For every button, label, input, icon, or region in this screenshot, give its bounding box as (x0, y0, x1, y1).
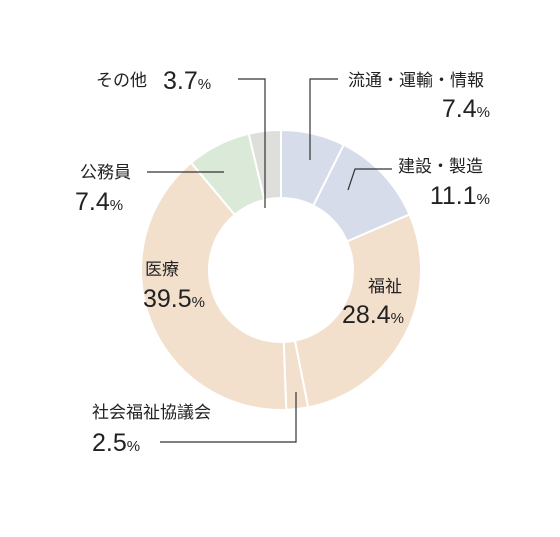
label-value-construction: 11.1% (430, 182, 490, 210)
slice-medical (140, 161, 288, 411)
leader-line-council (160, 392, 297, 443)
label-name-civil-servant: 公務員 (80, 163, 131, 183)
label-name-distribution: 流通・運輸・情報 (348, 71, 484, 91)
label-name-council: 社会福祉協議会 (92, 403, 211, 423)
label-value-other: 3.7% (163, 67, 211, 95)
label-value-civil-servant: 7.4% (75, 188, 123, 216)
label-name-welfare: 福祉 (368, 277, 402, 297)
leader-line-distribution (309, 78, 338, 160)
leader-line-other (238, 78, 266, 208)
labels-group: その他 3.7% 流通・運輸・情報 7.4% 建設・製造 11.1% 公務員 7… (75, 67, 490, 457)
label-name-construction: 建設・製造 (398, 157, 483, 177)
slice-welfare (293, 213, 422, 409)
label-value-medical: 39.5% (143, 285, 205, 313)
label-value-council: 2.5% (92, 429, 140, 457)
leader-line-construction (347, 168, 392, 191)
label-name-medical: 医療 (145, 260, 179, 280)
leader-lines (147, 78, 392, 443)
label-value-welfare: 28.4% (342, 301, 404, 329)
label-name-other: その他 (96, 71, 147, 91)
label-value-distribution: 7.4% (442, 95, 490, 123)
